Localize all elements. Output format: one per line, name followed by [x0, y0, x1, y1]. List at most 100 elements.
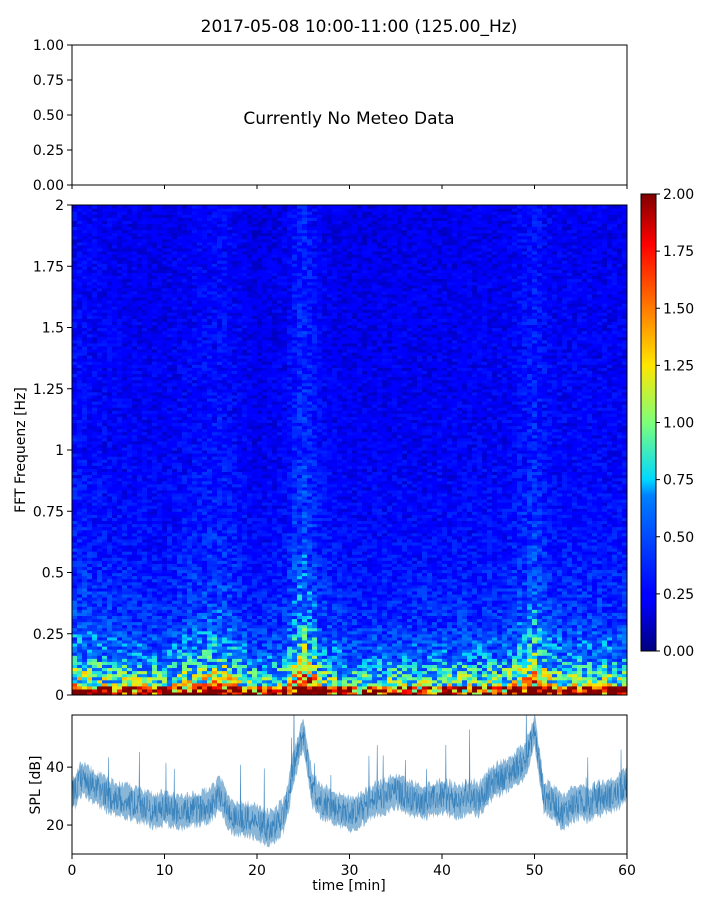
spectrogram-cell: [432, 673, 438, 678]
spectrogram-cell: [252, 682, 258, 687]
spectrogram-cell: [352, 691, 358, 695]
spectrogram-cell: [307, 679, 313, 684]
spectrogram-cell: [107, 685, 113, 690]
spectrogram-cell: [437, 691, 443, 695]
spectrogram-cell: [272, 685, 278, 690]
spectrogram-cell: [557, 691, 563, 695]
spectrogram-cell: [297, 688, 303, 693]
spectrogram-cell: [262, 676, 268, 681]
spectrogram-cell: [237, 676, 243, 681]
spectrogram-cell: [582, 676, 588, 681]
spectrogram-cell: [267, 688, 273, 693]
spectrogram-cell: [482, 679, 488, 684]
spectrogram-cell: [497, 673, 503, 678]
spectrogram-cell: [267, 673, 273, 678]
spectrogram-cell: [457, 676, 463, 681]
spectrogram-cell: [552, 676, 558, 681]
spectrogram-cell: [112, 676, 118, 681]
spectrogram-cell: [252, 673, 258, 678]
spectrogram-cell: [362, 682, 368, 687]
spectrogram-cell: [502, 691, 508, 695]
meteo-y-tick-label: 0.50: [33, 108, 64, 124]
spectrogram-cell: [147, 682, 153, 687]
spectrogram-cell: [187, 682, 193, 687]
spectrogram-cell: [167, 691, 173, 695]
spectrogram-cell: [97, 676, 103, 681]
spectrogram-cell: [387, 679, 393, 684]
spectrogram-cell: [572, 685, 578, 690]
spectrogram-cell: [442, 685, 448, 690]
spectrogram-cell: [487, 691, 493, 695]
spectrogram-cell: [302, 673, 308, 678]
spectrogram-cell: [307, 685, 313, 690]
spectrogram-cell: [397, 688, 403, 693]
spectrogram-cell: [327, 673, 333, 678]
spectrogram-cell: [452, 679, 458, 684]
spectrogram-cell: [582, 679, 588, 684]
spectrogram-cell: [482, 682, 488, 687]
spectrogram-cell: [122, 691, 128, 695]
spectrogram-cell: [447, 691, 453, 695]
spectrogram-cell: [472, 688, 478, 693]
spectrogram-cell: [137, 682, 143, 687]
spectrogram-cell: [387, 676, 393, 681]
spectrogram-cell: [377, 679, 383, 684]
spectrogram-cell: [142, 676, 148, 681]
spectrogram-cell: [322, 679, 328, 684]
spectrogram-cell: [482, 676, 488, 681]
spectrogram-cell: [252, 685, 258, 690]
spectrogram-cell: [197, 688, 203, 693]
spectrogram-cell: [382, 691, 388, 695]
spectrogram-cell: [592, 691, 598, 695]
spectrogram-cell: [382, 673, 388, 678]
spectrogram-cell: [92, 676, 98, 681]
spectrogram-cell: [472, 676, 478, 681]
spectrogram-cell: [542, 682, 548, 687]
spectrogram-cell: [257, 673, 263, 678]
spectrogram-cell: [147, 673, 153, 678]
spectrogram-cell: [277, 691, 283, 695]
spectrogram-cell: [527, 679, 533, 684]
spectrogram-cell: [107, 688, 113, 693]
spectrogram-cell: [292, 676, 298, 681]
spectrogram-cell: [507, 691, 513, 695]
spectrogram-cell: [302, 676, 308, 681]
spectrogram-cell: [77, 685, 83, 690]
spectrogram-cell: [302, 679, 308, 684]
spectrogram-cell: [192, 685, 198, 690]
spectrogram-cell: [97, 691, 103, 695]
spectrogram-cell: [337, 688, 343, 693]
spectrogram-cell: [622, 679, 627, 684]
spectrogram-cell: [207, 682, 213, 687]
spectrogram-cell: [477, 685, 483, 690]
spectrogram-cell: [537, 676, 543, 681]
spectrogram-cell: [127, 688, 133, 693]
spectrogram-cell: [567, 685, 573, 690]
spectrogram-cell: [257, 682, 263, 687]
spectrogram-cell: [332, 685, 338, 690]
spectrogram-cell: [417, 673, 423, 678]
spectrogram-cell: [217, 679, 223, 684]
spectrogram-cell: [412, 688, 418, 693]
spectrogram-cell: [167, 688, 173, 693]
meteo-x-axis: [71, 185, 628, 189]
spectrogram-cell: [102, 679, 108, 684]
spectrogram-cell: [452, 682, 458, 687]
spectrogram-cell: [292, 673, 298, 678]
spectrogram-cell: [442, 682, 448, 687]
spectrogram-cell: [477, 673, 483, 678]
spectrogram-cell: [607, 676, 613, 681]
spectrogram-cell: [417, 682, 423, 687]
spectrogram-cell: [87, 673, 93, 678]
spectrogram-cell: [332, 691, 338, 695]
spectrogram-cell: [587, 685, 593, 690]
spectrogram-cell: [282, 688, 288, 693]
spectrogram-cell: [227, 682, 233, 687]
spectrogram-cell: [392, 673, 398, 678]
spectrogram-cell: [397, 691, 403, 695]
spectrogram-cell: [102, 691, 108, 695]
spectrogram-cell: [617, 691, 623, 695]
spectrogram-cell: [102, 682, 108, 687]
spectrogram-cell: [472, 673, 478, 678]
spectrogram-cell: [447, 682, 453, 687]
